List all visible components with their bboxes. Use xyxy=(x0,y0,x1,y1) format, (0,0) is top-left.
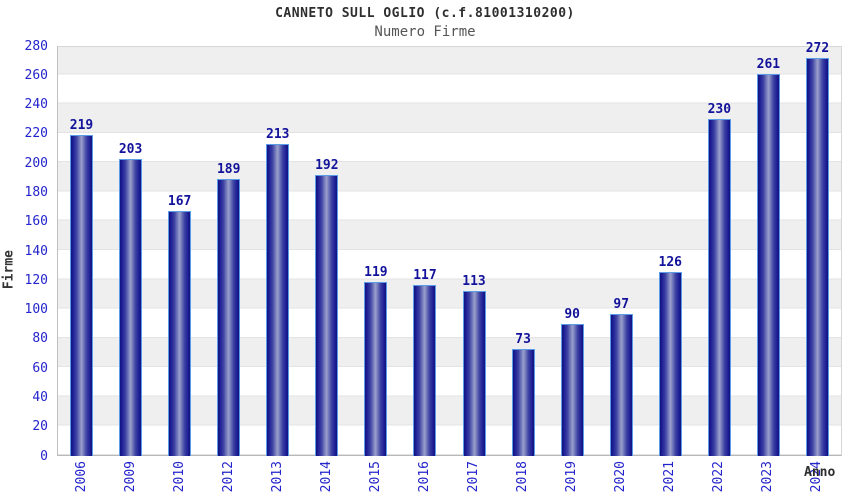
x-tick-label: 2022 xyxy=(711,461,727,493)
x-tick-label: 2015 xyxy=(367,461,383,493)
x-tick-label: 2018 xyxy=(515,461,531,493)
bar-2022 xyxy=(707,119,731,456)
y-tick-label: 20 xyxy=(32,419,48,435)
bar-value-label: 117 xyxy=(413,267,437,283)
y-tick-label: 120 xyxy=(24,272,48,288)
chart-title: CANNETO SULL OGLIO (c.f.81001310200) xyxy=(275,6,575,21)
x-tick-label: 2020 xyxy=(613,461,629,493)
bar-value-label: 73 xyxy=(515,332,531,348)
bar-2006 xyxy=(70,135,94,456)
y-tick-label: 280 xyxy=(24,38,48,54)
x-tick-label: 2017 xyxy=(466,461,482,493)
bar-value-label: 203 xyxy=(118,141,143,157)
bar-value-label: 167 xyxy=(167,194,192,210)
y-tick-label: 160 xyxy=(24,214,48,230)
x-tick-label: 2006 xyxy=(73,461,89,493)
y-axis-title: Firme xyxy=(1,250,17,290)
bar-2020 xyxy=(609,313,633,456)
y-tick-label: 140 xyxy=(24,243,48,259)
x-tick-label: 2014 xyxy=(318,461,334,493)
x-tick-label: 2010 xyxy=(171,461,187,493)
x-tick-label: 2012 xyxy=(220,461,236,493)
y-tick-label: 240 xyxy=(24,97,48,113)
y-tick-label: 180 xyxy=(24,184,48,200)
bar-2015 xyxy=(364,281,388,456)
x-tick-label: 2021 xyxy=(662,461,678,493)
bar-value-label: 189 xyxy=(216,162,241,178)
bar-2012 xyxy=(217,179,241,456)
bar-value-label: 126 xyxy=(658,254,683,270)
bar-2017 xyxy=(462,290,486,456)
x-tick-label: 2019 xyxy=(564,461,580,493)
bar-value-label: 261 xyxy=(756,56,781,72)
bar-2021 xyxy=(658,271,682,456)
bar-2009 xyxy=(119,158,143,456)
bar-value-label: 230 xyxy=(707,102,732,118)
bar-value-label: 90 xyxy=(564,307,580,323)
y-tick-label: 0 xyxy=(40,448,48,464)
bar-value-label: 192 xyxy=(315,157,339,173)
bar-2010 xyxy=(168,211,192,456)
x-tick-label: 2023 xyxy=(760,461,776,493)
x-tick-label: 2013 xyxy=(269,461,285,493)
chart-subtitle: Numero Firme xyxy=(374,24,476,40)
y-tick-label: 260 xyxy=(24,67,48,83)
bar-value-label: 219 xyxy=(69,118,94,134)
y-tick-label: 220 xyxy=(24,126,48,142)
y-tick-label: 40 xyxy=(32,389,48,405)
bar-2019 xyxy=(560,324,584,456)
bar-2018 xyxy=(511,349,535,456)
x-axis-title: Anno xyxy=(804,465,836,480)
x-tick-label: 2016 xyxy=(416,461,432,493)
x-tick-label: 2009 xyxy=(122,461,138,493)
bar-value-label: 213 xyxy=(266,127,290,143)
bar-2016 xyxy=(413,284,437,456)
bar-2023 xyxy=(756,73,780,456)
y-tick-label: 60 xyxy=(32,360,48,376)
y-tick-label: 80 xyxy=(32,331,48,347)
bar-value-label: 97 xyxy=(613,296,630,312)
y-tick-label: 100 xyxy=(24,302,48,318)
y-tick-label: 200 xyxy=(24,155,48,171)
bar-value-label: 113 xyxy=(462,273,486,289)
bar-2014 xyxy=(315,174,339,456)
bar-value-label: 272 xyxy=(805,40,830,56)
bar-2013 xyxy=(266,144,290,456)
bar-value-label: 119 xyxy=(364,264,388,280)
bar-2024 xyxy=(805,57,829,456)
